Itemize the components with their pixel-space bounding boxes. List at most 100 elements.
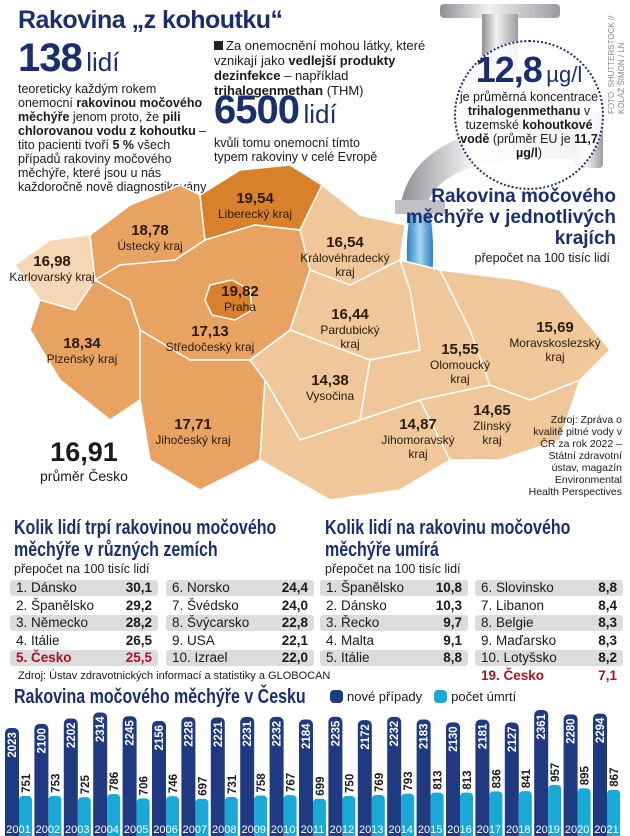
label-new-cases: 2228	[183, 721, 195, 747]
year-label: 2004	[94, 824, 118, 836]
year-label: 2005	[124, 824, 148, 836]
region-label-zlinsky: 14,65 Zlínský kraj	[472, 402, 511, 447]
year-label: 2007	[183, 824, 207, 836]
region-label-ustecky: 18,78 Ústecký kraj	[117, 222, 183, 253]
year-label: 2008	[212, 824, 236, 836]
bar-new-cases	[534, 710, 549, 836]
label-deaths: 706	[139, 776, 151, 795]
table-row: 7. Švédsko 24,0	[166, 598, 314, 614]
bar-new-cases	[563, 714, 578, 836]
note-text: Za onemocnění mohou látky, které vznikaj…	[214, 38, 426, 98]
label-deaths: 746	[168, 774, 180, 793]
year-label: 2020	[565, 824, 589, 836]
country-value: 8,3	[598, 615, 617, 630]
table-row: 9. USA 22,1	[166, 633, 314, 649]
country-name: 5. Itálie	[326, 650, 370, 665]
bar-deaths	[195, 798, 209, 836]
country-name: 4. Malta	[326, 632, 375, 648]
country-name: 9. USA	[172, 632, 215, 648]
label-deaths: 793	[403, 771, 415, 790]
map-title: Rakovina močového měchýře v jednotlivých…	[405, 186, 616, 249]
country-name: 10. Izrael	[172, 650, 228, 665]
table-row: 19. Česko 7,1	[475, 668, 623, 684]
label-deaths: 753	[50, 774, 62, 793]
label-deaths: 751	[21, 773, 33, 793]
country-name: 2. Španělsko	[16, 597, 95, 613]
label-new-cases: 2294	[595, 717, 607, 743]
average-label: průměr Česko	[40, 468, 128, 484]
label-deaths: 786	[109, 772, 121, 791]
label-new-cases: 2172	[360, 724, 372, 750]
bar-deaths	[224, 796, 238, 836]
country-name: 1. Španělsko	[326, 580, 405, 595]
region-label-karlovarsky: 16,98 Karlovarský kraj	[9, 253, 95, 284]
bar-deaths	[577, 788, 591, 836]
bar-deaths	[77, 797, 91, 836]
label-deaths: 813	[433, 770, 445, 789]
table-row: 2. Dánsko 10,3	[320, 598, 468, 614]
stat-138-text: teoreticky každým rokem onemocní rakovin…	[18, 82, 207, 194]
country-value: 26,5	[125, 632, 152, 648]
label-deaths: 867	[609, 768, 621, 787]
country-name: 9. Maďarsko	[481, 632, 557, 648]
label-deaths: 697	[197, 777, 209, 796]
incidence-source: Zdroj: Ústav zdravotnických informací a …	[18, 670, 331, 682]
label-deaths: 699	[315, 777, 327, 796]
bar-deaths	[371, 794, 385, 836]
label-new-cases: 2183	[419, 723, 431, 749]
country-value: 22,0	[281, 650, 308, 665]
country-value: 24,0	[281, 597, 308, 613]
label-deaths: 841	[521, 768, 533, 788]
bullet-icon	[214, 41, 223, 50]
bar-new-cases	[475, 719, 490, 836]
average-value: 16,91	[50, 437, 118, 467]
bar-deaths	[548, 784, 562, 836]
stat-138: 138 lidí	[18, 36, 119, 80]
label-new-cases: 2130	[448, 726, 460, 752]
country-name: 2. Dánsko	[326, 597, 387, 613]
country-value: 24,4	[281, 580, 308, 595]
country-name: 3. Německo	[16, 615, 89, 630]
stat-6500-value: 6500	[214, 88, 300, 132]
mortality-subtitle: přepočet na 100 tisíc lidí	[325, 562, 461, 576]
region-label-liberecky: 19,54 Liberecký kraj	[217, 190, 293, 221]
country-name: 3. Řecko	[326, 615, 380, 630]
concentration-value: 12,8	[475, 49, 543, 90]
label-deaths: 813	[462, 770, 474, 789]
country-name: 4. Itálie	[16, 632, 60, 648]
table-row: 8. Belgie 8,3	[475, 615, 623, 631]
bar-new-cases	[93, 712, 108, 836]
stat-6500-text: kvůli tomu onemocní tímto typem rakoviny…	[214, 136, 378, 164]
bar-new-cases	[593, 713, 607, 836]
bar-new-cases	[5, 728, 19, 836]
year-label: 2015	[418, 824, 442, 836]
country-value: 8,2	[598, 650, 617, 665]
country-name: 7. Švédsko	[172, 597, 239, 613]
label-deaths: 836	[491, 769, 503, 788]
year-label: 2001	[6, 824, 30, 836]
incidence-subtitle: přepočet na 100 tisíc lidí	[14, 562, 150, 576]
bar-deaths	[48, 795, 62, 836]
country-name: 6. Slovinsko	[481, 580, 554, 595]
label-new-cases: 2202	[66, 722, 78, 748]
stat-138-unit: lidí	[86, 47, 120, 77]
country-value: 29,2	[125, 597, 152, 613]
label-new-cases: 2127	[507, 726, 519, 752]
country-name: 6. Norsko	[172, 580, 230, 595]
year-label: 2021	[594, 824, 618, 836]
country-name: 1. Dánsko	[16, 580, 77, 595]
table-row: 4. Malta 9,1	[320, 633, 468, 649]
year-label: 2011	[301, 824, 325, 836]
bar-new-cases	[152, 720, 166, 836]
table-row: 3. Německo 28,2	[10, 615, 158, 631]
bar-new-cases	[504, 722, 519, 836]
bar-new-cases	[299, 719, 313, 836]
bar-deaths	[401, 793, 415, 836]
table-row: 1. Dánsko 30,1	[10, 580, 158, 596]
mortality-table-left: 1. Španělsko 10,8 2. Dánsko 10,3 3. Řecko 9,7…	[320, 580, 468, 668]
bar-deaths	[107, 794, 121, 836]
bar-new-cases	[34, 723, 49, 836]
table-row: 9. Maďarsko 8,3	[475, 633, 623, 649]
label-new-cases: 2232	[389, 721, 401, 747]
bar-deaths	[136, 798, 150, 836]
